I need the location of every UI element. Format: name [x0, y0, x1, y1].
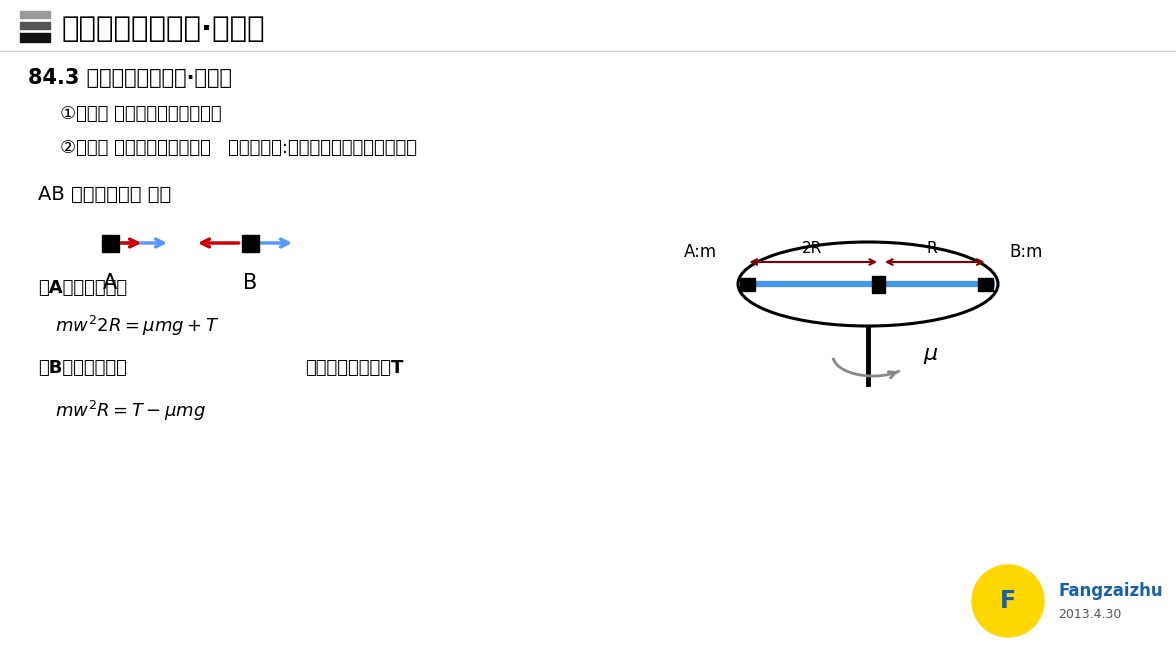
Text: 2R: 2R: [802, 241, 822, 256]
Bar: [978, 277, 993, 291]
Text: B:m: B:m: [1009, 243, 1043, 261]
Text: A: A: [102, 273, 118, 293]
Text: R: R: [927, 241, 937, 256]
Text: Fangzaizhu: Fangzaizhu: [1058, 582, 1163, 600]
Bar: [20, 22, 51, 29]
Text: $mw^{2}R = T - \mu mg$: $mw^{2}R = T - \mu mg$: [55, 399, 206, 423]
Text: 84.3 圆周运动基本模型·水平面: 84.3 圆周运动基本模型·水平面: [28, 68, 232, 88]
Bar: [871, 276, 884, 293]
Text: $\mu$: $\mu$: [923, 346, 938, 366]
Text: ①概念： 在水平面上的圆周运动: ①概念： 在水平面上的圆周运动: [60, 105, 221, 123]
Text: A:m: A:m: [683, 243, 716, 261]
Bar: [241, 234, 259, 251]
Text: F: F: [1000, 589, 1016, 613]
Text: 2013.4.30: 2013.4.30: [1058, 609, 1122, 621]
Text: 对B写向心力方程: 对B写向心力方程: [38, 359, 127, 377]
Text: 对A写向心力方程: 对A写向心力方程: [38, 279, 127, 297]
Text: $mw^{2}2R = \mu mg + T$: $mw^{2}2R = \mu mg + T$: [55, 314, 219, 338]
Bar: [101, 234, 119, 251]
Bar: [20, 12, 51, 18]
Text: 得到联合方程消除T: 得到联合方程消除T: [305, 359, 403, 377]
Bar: [20, 33, 51, 42]
Bar: [740, 277, 755, 291]
Text: ②核心： 对物体先描述向心力   再受力分析:遵循指向圆心减去背离圆心: ②核心： 对物体先描述向心力 再受力分析:遵循指向圆心减去背离圆心: [60, 139, 417, 157]
Text: AB 为整理向左边 离开: AB 为整理向左边 离开: [38, 184, 172, 203]
Circle shape: [973, 565, 1044, 637]
Text: B: B: [243, 273, 258, 293]
Text: 圆周运动基本模型·水平面: 圆周运动基本模型·水平面: [62, 16, 266, 43]
